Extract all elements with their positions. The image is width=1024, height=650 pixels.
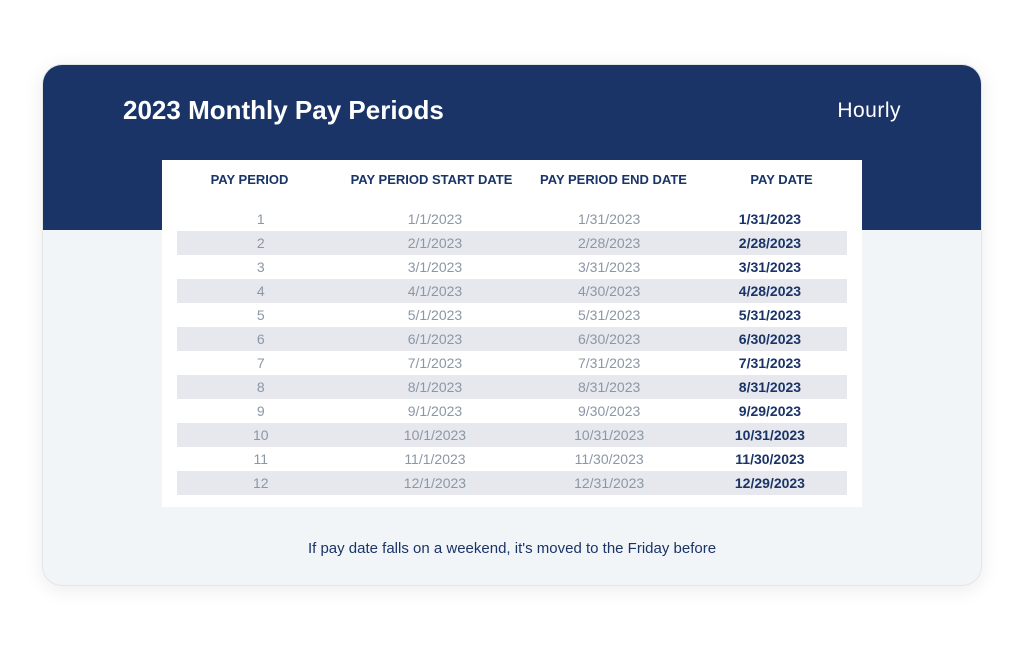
table-row: 77/1/20237/31/20237/31/2023 (177, 351, 847, 375)
cell-period: 2 (177, 235, 345, 251)
cell-start-date: 9/1/2023 (345, 403, 526, 419)
cell-period: 5 (177, 307, 345, 323)
column-header-end: PAY PERIOD END DATE (526, 172, 701, 189)
table-row: 55/1/20235/31/20235/31/2023 (177, 303, 847, 327)
cell-start-date: 1/1/2023 (345, 211, 526, 227)
cell-period: 6 (177, 331, 345, 347)
cell-period: 10 (177, 427, 345, 443)
column-header-period: PAY PERIOD (162, 172, 337, 189)
cell-pay-date: 5/31/2023 (693, 307, 847, 323)
cell-period: 4 (177, 283, 345, 299)
cell-period: 12 (177, 475, 345, 491)
cell-end-date: 12/31/2023 (525, 475, 693, 491)
table-row: 11/1/20231/31/20231/31/2023 (177, 207, 847, 231)
cell-period: 3 (177, 259, 345, 275)
cell-start-date: 5/1/2023 (345, 307, 526, 323)
cell-period: 7 (177, 355, 345, 371)
table-row: 22/1/20232/28/20232/28/2023 (177, 231, 847, 255)
cell-pay-date: 3/31/2023 (693, 259, 847, 275)
cell-end-date: 5/31/2023 (525, 307, 693, 323)
table-row: 1111/1/202311/30/202311/30/2023 (177, 447, 847, 471)
cell-pay-date: 10/31/2023 (693, 427, 847, 443)
cell-period: 11 (177, 451, 345, 467)
pay-periods-table: PAY PERIOD PAY PERIOD START DATE PAY PER… (162, 160, 862, 522)
cell-end-date: 11/30/2023 (525, 451, 693, 467)
header-top: 2023 Monthly Pay Periods Hourly (123, 95, 901, 126)
footer-note: If pay date falls on a weekend, it's mov… (43, 522, 981, 585)
table-row: 88/1/20238/31/20238/31/2023 (177, 375, 847, 399)
table-row: 44/1/20234/30/20234/28/2023 (177, 279, 847, 303)
cell-end-date: 2/28/2023 (525, 235, 693, 251)
cell-start-date: 6/1/2023 (345, 331, 526, 347)
cell-pay-date: 12/29/2023 (693, 475, 847, 491)
cell-pay-date: 2/28/2023 (693, 235, 847, 251)
cell-pay-date: 6/30/2023 (693, 331, 847, 347)
cell-pay-date: 7/31/2023 (693, 355, 847, 371)
column-header-paydate: PAY DATE (701, 172, 862, 189)
pay-periods-card: 2023 Monthly Pay Periods Hourly PAY PERI… (42, 64, 982, 586)
cell-end-date: 9/30/2023 (525, 403, 693, 419)
cell-start-date: 12/1/2023 (345, 475, 526, 491)
table-row: 33/1/20233/31/20233/31/2023 (177, 255, 847, 279)
cell-period: 8 (177, 379, 345, 395)
cell-end-date: 1/31/2023 (525, 211, 693, 227)
cell-end-date: 8/31/2023 (525, 379, 693, 395)
cell-end-date: 7/31/2023 (525, 355, 693, 371)
table-row: 66/1/20236/30/20236/30/2023 (177, 327, 847, 351)
cell-start-date: 7/1/2023 (345, 355, 526, 371)
cell-end-date: 3/31/2023 (525, 259, 693, 275)
cell-start-date: 4/1/2023 (345, 283, 526, 299)
cell-pay-date: 11/30/2023 (693, 451, 847, 467)
table-row: 1010/1/202310/31/202310/31/2023 (177, 423, 847, 447)
cell-start-date: 2/1/2023 (345, 235, 526, 251)
cell-start-date: 11/1/2023 (345, 451, 526, 467)
cell-pay-date: 9/29/2023 (693, 403, 847, 419)
cell-start-date: 3/1/2023 (345, 259, 526, 275)
cell-pay-date: 1/31/2023 (693, 211, 847, 227)
table-header-row: PAY PERIOD PAY PERIOD START DATE PAY PER… (162, 160, 862, 201)
brand-label: Hourly (837, 99, 901, 123)
page-title: 2023 Monthly Pay Periods (123, 95, 444, 126)
cell-end-date: 6/30/2023 (525, 331, 693, 347)
cell-end-date: 4/30/2023 (525, 283, 693, 299)
cell-end-date: 10/31/2023 (525, 427, 693, 443)
cell-period: 9 (177, 403, 345, 419)
cell-pay-date: 4/28/2023 (693, 283, 847, 299)
cell-start-date: 8/1/2023 (345, 379, 526, 395)
table-row: 1212/1/202312/31/202312/29/2023 (177, 471, 847, 495)
cell-start-date: 10/1/2023 (345, 427, 526, 443)
table-body: 11/1/20231/31/20231/31/202322/1/20232/28… (162, 201, 862, 507)
column-header-start: PAY PERIOD START DATE (337, 172, 526, 189)
cell-pay-date: 8/31/2023 (693, 379, 847, 395)
cell-period: 1 (177, 211, 345, 227)
table-row: 99/1/20239/30/20239/29/2023 (177, 399, 847, 423)
